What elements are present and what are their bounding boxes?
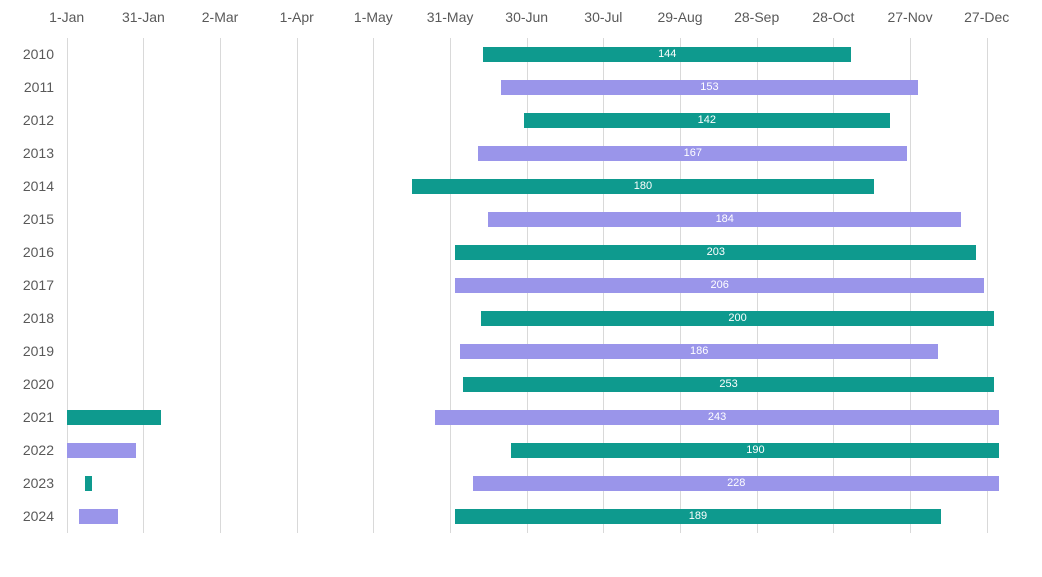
grid-line <box>986 38 988 533</box>
bar-2018: 200 <box>480 310 995 327</box>
y-axis-label-2019: 2019 <box>22 343 54 359</box>
grid-line <box>296 38 298 533</box>
bar-2019: 186 <box>460 343 939 360</box>
grid-line <box>220 38 222 533</box>
bar-2014: 180 <box>411 178 875 195</box>
bar-2021-carryover <box>66 409 162 426</box>
bar-value-label: 253 <box>719 378 738 390</box>
bar-2023: 228 <box>473 475 1000 492</box>
bar-2024-carryover <box>79 508 118 525</box>
bar-value-label: 180 <box>633 180 653 192</box>
x-tick-label: 28-Oct <box>812 9 855 25</box>
y-axis-label-2015: 2015 <box>22 211 54 227</box>
y-axis-label-2010: 2010 <box>22 46 54 62</box>
bar-value-label: 200 <box>728 312 747 324</box>
y-axis-label-2016: 2016 <box>22 244 54 260</box>
bar-value-label: 167 <box>683 147 702 159</box>
bar-2023-carryover <box>84 475 93 492</box>
x-tick-label: 27-Nov <box>887 9 933 25</box>
y-axis-label-2022: 2022 <box>22 442 54 458</box>
grid-line <box>66 38 68 533</box>
bar-value-label: 243 <box>707 411 727 423</box>
x-tick-label: 30-Jun <box>505 9 549 25</box>
bar-2012: 142 <box>524 112 890 129</box>
y-axis-label-2012: 2012 <box>22 112 54 128</box>
x-tick-label: 28-Sep <box>734 9 780 25</box>
y-axis-label-2024: 2024 <box>22 508 54 524</box>
y-axis-label-2011: 2011 <box>23 79 54 95</box>
x-tick-label: 31-Jan <box>121 9 165 25</box>
bar-2022-carryover <box>66 442 136 459</box>
y-axis-label-2021: 2021 <box>22 409 54 425</box>
y-axis-label-2020: 2020 <box>22 376 54 392</box>
y-axis-label-2017: 2017 <box>22 277 54 293</box>
y-axis-label-2013: 2013 <box>22 145 54 161</box>
x-tick-label: 1-Apr <box>279 9 314 25</box>
x-tick-label: 27-Dec <box>964 9 1010 25</box>
bar-value-label: 144 <box>658 48 677 60</box>
bar-2024: 189 <box>455 508 941 525</box>
bar-value-label: 186 <box>690 345 709 357</box>
bar-value-label: 190 <box>746 444 765 456</box>
bar-2022: 190 <box>511 442 1000 459</box>
bar-value-label: 189 <box>688 510 708 522</box>
x-tick-label: 2-Mar <box>201 9 239 25</box>
bar-2011: 153 <box>501 79 918 96</box>
bar-value-label: 153 <box>700 81 719 93</box>
x-tick-label: 29-Aug <box>657 9 703 25</box>
bar-value-label: 184 <box>715 213 734 225</box>
bar-value-label: 142 <box>697 114 717 126</box>
y-axis-label-2018: 2018 <box>22 310 54 326</box>
y-axis-label-2023: 2023 <box>22 475 54 491</box>
bar-2015: 184 <box>488 211 962 228</box>
bar-value-label: 228 <box>727 477 746 489</box>
grid-line <box>373 38 375 533</box>
bar-2010: 144 <box>483 46 852 63</box>
x-tick-label: 31-May <box>426 9 474 25</box>
x-tick-label: 30-Jul <box>584 9 623 25</box>
bar-2017: 206 <box>455 277 985 294</box>
x-tick-label: 1-May <box>353 9 393 25</box>
y-axis-label-2014: 2014 <box>22 178 54 194</box>
grid-line <box>450 38 452 533</box>
bar-2013: 167 <box>478 145 908 162</box>
grid-line <box>143 38 145 533</box>
bar-value-label: 203 <box>706 246 725 258</box>
bar-value-label: 206 <box>710 279 729 291</box>
bar-2020: 253 <box>462 376 995 393</box>
bar-2016: 203 <box>455 244 977 261</box>
x-tick-label: 1-Jan <box>49 9 85 25</box>
bar-2021: 243 <box>434 409 1000 426</box>
